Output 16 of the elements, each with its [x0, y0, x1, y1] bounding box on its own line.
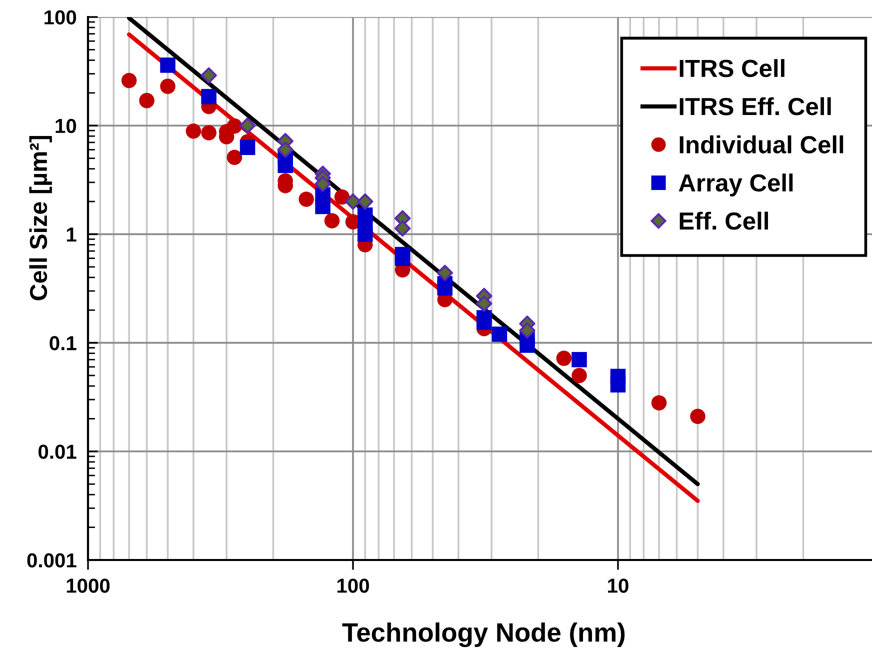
- x-axis-title: Technology Node (nm): [342, 622, 625, 648]
- y-axis-title: Cell Size [µm²]: [29, 136, 52, 300]
- x-tick-label: 100: [337, 578, 369, 593]
- x-tick-label: 10: [608, 578, 628, 593]
- y-tick-label: 0.01: [38, 444, 76, 459]
- legend-label: ITRS Cell: [680, 59, 784, 78]
- y-tick-label: 10: [56, 118, 76, 134]
- x-tick-label: 1000: [66, 578, 110, 593]
- legend-label: Eff. Cell: [680, 212, 768, 230]
- y-tick-label: 0.1: [50, 336, 76, 350]
- y-tick-label: 1: [66, 228, 76, 242]
- legend-label: Individual Cell: [680, 135, 844, 154]
- legend-label: ITRS Eff. Cell: [680, 97, 831, 116]
- y-tick-label: 100: [44, 10, 76, 24]
- legend-label: Array Cell: [678, 174, 793, 196]
- y-tick-label: 0.001: [27, 553, 76, 568]
